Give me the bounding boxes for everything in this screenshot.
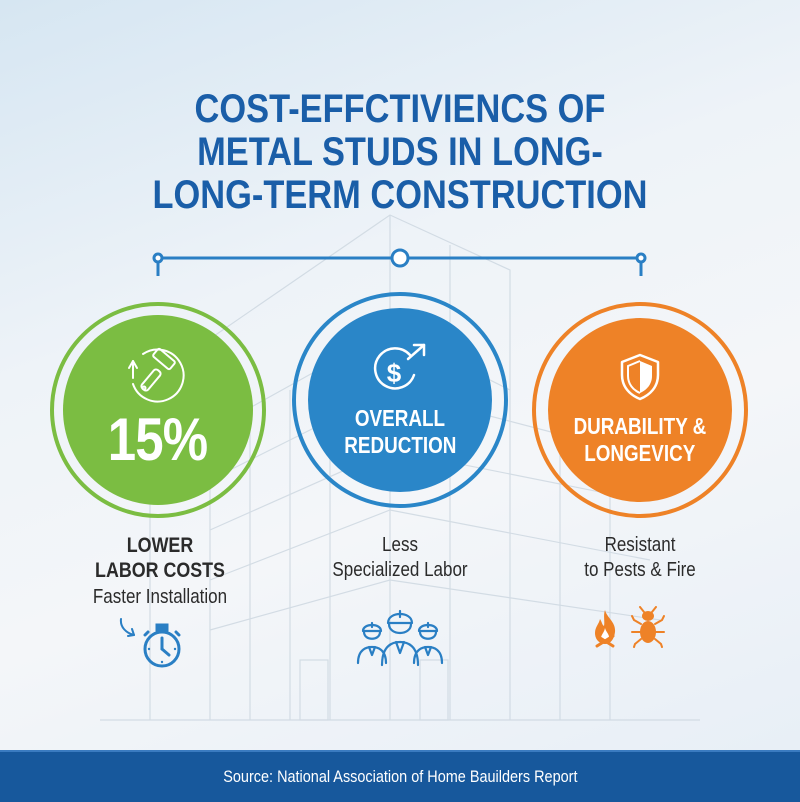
title-line-1: COST-EFFCTIVIENCS OF: [194, 87, 606, 131]
durability-label-2: LONGEVICY: [584, 440, 696, 466]
overall-label-2: REDUCTION: [343, 432, 457, 458]
labor-cost-badge: 15%: [50, 302, 266, 518]
dollar-growth-icon: $: [373, 343, 426, 390]
fire-icon: [595, 610, 616, 648]
labor-caption: LOWER LABOR COSTS Faster Installation: [60, 533, 260, 610]
durability-caption-1: Resistant: [604, 534, 676, 556]
reduction-caption-1: Less: [382, 534, 418, 556]
durability-badge: DURABILITY & LONGEVICY: [532, 302, 748, 518]
stopwatch-icon: [143, 623, 181, 668]
labor-cost-percent: 15%: [108, 406, 208, 473]
durability-caption: Resistant to Pests & Fire: [540, 533, 740, 583]
overall-reduction-badge: $ OVERALL REDUCTION: [292, 292, 508, 508]
labor-caption-title-2: LABOR COSTS: [95, 559, 225, 582]
source-text: Source: National Association of Home Bau…: [222, 767, 578, 786]
labor-caption-title-1: LOWER: [126, 534, 194, 557]
reduction-caption: Less Specialized Labor: [300, 533, 500, 583]
hammer-cycle-icon: [128, 347, 185, 403]
title-line-3: LONG-TERM CONSTRUCTION: [152, 173, 648, 217]
source-footer: Source: National Association of Home Bau…: [0, 750, 800, 802]
svg-text:$: $: [387, 358, 402, 388]
durability-caption-2: to Pests & Fire: [584, 559, 696, 581]
title-line-2: METAL STUDS IN LONG-: [197, 130, 603, 174]
reduction-caption-2: Specialized Labor: [332, 559, 468, 581]
durability-label-1: DURABILITY &: [573, 413, 707, 439]
workers-icon: [356, 609, 444, 667]
labor-caption-sub: Faster Installation: [92, 586, 228, 608]
curved-arrow-icon: [119, 618, 135, 637]
bug-icon: [631, 606, 665, 648]
overall-label-1: OVERALL: [354, 405, 446, 431]
page-title: COST-EFFCTIVIENCS OF METAL STUDS IN LONG…: [56, 88, 744, 217]
shield-icon: [620, 353, 660, 401]
